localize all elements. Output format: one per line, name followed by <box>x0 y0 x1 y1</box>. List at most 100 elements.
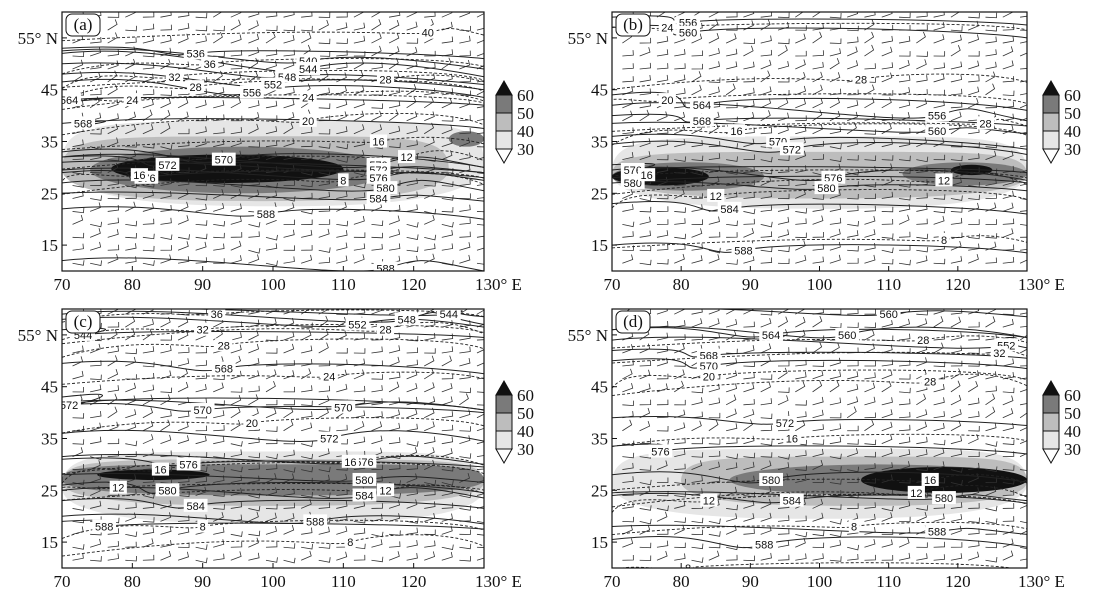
wind-barb <box>441 116 454 122</box>
wind-barb <box>90 556 102 562</box>
height-contour-label-bg <box>759 327 783 341</box>
wind-barb <box>795 25 807 31</box>
wind-barb <box>847 139 859 148</box>
wind-barb <box>125 25 137 32</box>
wind-barb <box>760 49 773 57</box>
wind-barb <box>639 369 651 380</box>
wind-barb <box>708 33 720 44</box>
wind-barb <box>107 465 120 471</box>
wind-barb <box>916 393 927 406</box>
wind-barb <box>639 465 652 471</box>
wind-barb <box>829 12 842 19</box>
wind-barb <box>656 35 669 44</box>
height-contour-label: 552 <box>264 80 282 92</box>
wind-barb <box>90 37 102 44</box>
wind-barb <box>674 463 686 470</box>
wind-barb <box>248 57 259 70</box>
wind-barb <box>898 318 911 328</box>
x-tick-label: 120 <box>945 275 971 294</box>
height-contour-label: 568 <box>215 364 233 376</box>
wind-barb <box>318 360 331 367</box>
wind-barb <box>985 385 997 393</box>
colorbar-segment <box>495 430 513 450</box>
height-contour-label: 584 <box>783 496 801 508</box>
wind-barb <box>195 257 208 264</box>
wind-barb <box>1020 248 1027 251</box>
wind-barb <box>1019 259 1027 264</box>
wind-barb <box>353 232 366 238</box>
wind-barb <box>968 97 979 109</box>
wind-barb <box>639 88 652 96</box>
wind-barb <box>459 152 471 161</box>
y-tick-label: 55° N <box>568 29 608 48</box>
wind-barb <box>743 555 755 562</box>
wind-barb <box>195 25 208 32</box>
wind-barb <box>812 140 824 148</box>
wind-barb <box>1019 520 1027 524</box>
wind-barb <box>459 492 472 499</box>
wind-barb <box>459 76 471 83</box>
wind-barb <box>1002 60 1014 70</box>
wind-barb <box>622 204 634 212</box>
wind-barb <box>656 259 669 265</box>
wind-barb <box>195 544 208 550</box>
wind-barb <box>125 233 137 239</box>
wind-barb <box>107 321 120 328</box>
wind-barb <box>283 419 294 432</box>
wind-barb <box>90 62 102 70</box>
wind-barb <box>726 437 738 445</box>
wind-barb <box>691 318 703 328</box>
wind-barb <box>812 71 823 83</box>
height-contour-label: 556 <box>928 111 946 123</box>
temperature-contour-line <box>612 123 1027 146</box>
x-tick-label: 80 <box>673 572 690 591</box>
wind-barb <box>318 12 331 18</box>
wind-barb <box>441 411 454 419</box>
wind-barb <box>476 156 484 161</box>
y-tick-label: 15 <box>41 236 58 255</box>
wind-barb <box>968 233 980 240</box>
temperature-contour-label: 28 <box>379 74 391 86</box>
height-contour-label-bg <box>183 46 208 60</box>
wind-barb <box>622 245 634 251</box>
wind-barb <box>301 466 314 473</box>
wind-barb <box>950 141 963 148</box>
wind-barb <box>812 84 823 96</box>
wind-barb <box>265 541 278 548</box>
wind-barb <box>864 31 875 44</box>
wind-barb <box>90 180 102 186</box>
wind-barb <box>213 232 225 239</box>
wind-barb <box>283 557 296 564</box>
wind-barb <box>708 397 721 406</box>
wind-barb <box>656 63 669 70</box>
wind-barb <box>916 12 928 18</box>
wind-barb <box>107 229 119 238</box>
wind-barb <box>933 34 945 44</box>
wind-barb <box>353 333 366 341</box>
wind-barb <box>760 381 772 393</box>
wind-barb <box>639 245 652 252</box>
wind-barb <box>829 466 842 472</box>
wind-barb <box>622 501 634 509</box>
wind-barb <box>916 465 929 471</box>
wind-barb <box>459 309 469 315</box>
wind-barb <box>177 23 190 31</box>
wind-barb <box>283 473 295 483</box>
height-contour-label-bg <box>296 61 321 75</box>
wind-barb <box>388 309 401 315</box>
wind-barb <box>898 59 910 70</box>
x-tick-label: 70 <box>54 572 71 591</box>
wind-barb <box>933 62 945 70</box>
wind-barb <box>1002 76 1015 83</box>
height-contour-label: 564 <box>693 100 711 112</box>
wind-barb <box>107 217 120 225</box>
temperature-contour-line <box>620 562 1015 568</box>
wind-barb <box>107 450 120 458</box>
wind-barb <box>950 467 963 473</box>
wind-barb <box>248 189 260 199</box>
wind-barb <box>160 122 171 135</box>
wind-barb <box>795 240 806 251</box>
wind-barb <box>985 477 997 483</box>
temperature-contour-label: 12 <box>938 175 950 187</box>
wind-barb <box>881 409 893 419</box>
